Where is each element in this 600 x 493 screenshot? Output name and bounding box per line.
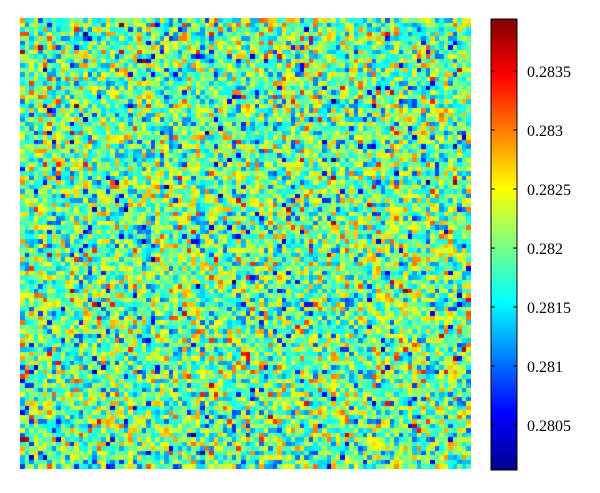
colorbar-tick-label: 0.2825 — [527, 182, 571, 199]
colorbar-tick-label: 0.2805 — [527, 418, 571, 435]
colorbar: 0.2805 0.281 0.2815 0.282 0.2825 0.283 0.2835 — [490, 18, 571, 471]
colorbar-tick-label: 0.2835 — [527, 64, 571, 81]
colorbar-gradient — [490, 18, 518, 471]
colorbar-tick-label: 0.282 — [527, 241, 563, 258]
colorbar-tick-label: 0.281 — [527, 359, 563, 376]
colorbar-ticks: 0.2805 0.281 0.2815 0.282 0.2825 0.283 0.2835 — [491, 64, 571, 435]
heatmap-cells — [20, 18, 471, 469]
colorbar-tick-label: 0.283 — [527, 123, 563, 140]
colorbar-tick-label: 0.2815 — [527, 300, 571, 317]
